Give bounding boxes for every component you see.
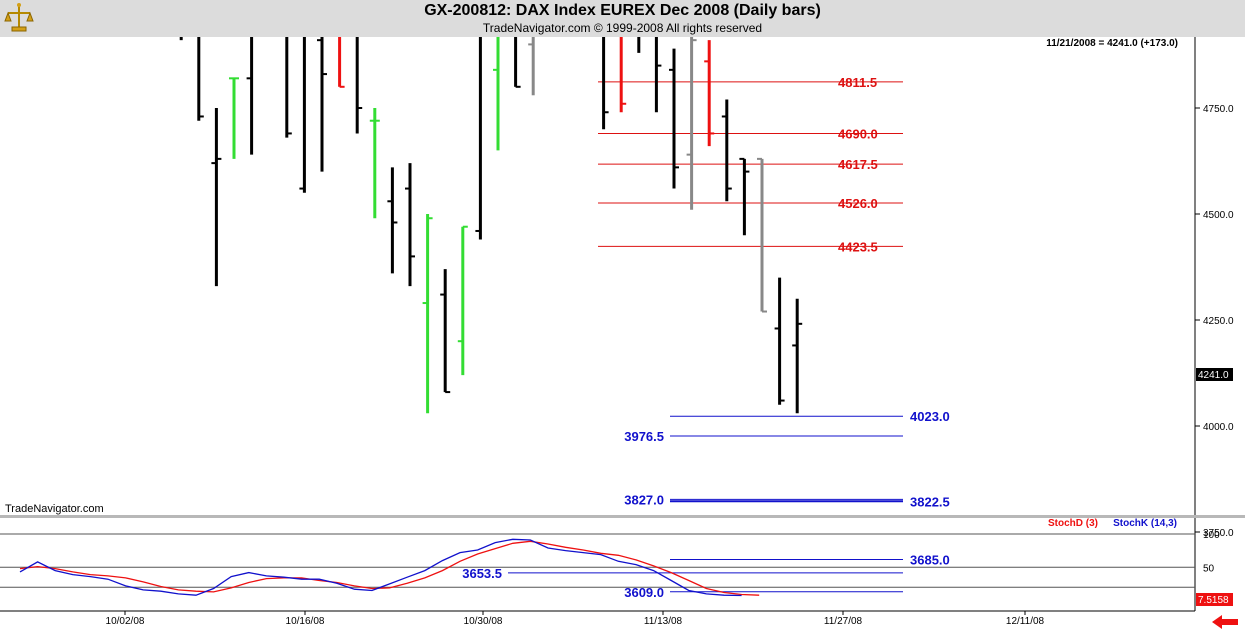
legend-stoch-k: StochK (14,3)	[1113, 518, 1177, 529]
ohlc-bar	[739, 157, 750, 236]
ohlc-bar	[602, 37, 609, 130]
stoch-last-tag-bg	[1196, 593, 1233, 606]
date-tick-label: 11/27/08	[824, 616, 863, 627]
ohlc-bar	[317, 37, 327, 172]
ohlc-bar	[299, 37, 306, 193]
title-bar: GX-200812: DAX Index EUREX Dec 2008 (Dai…	[0, 0, 1245, 38]
last-quote-readout: 11/21/2008 = 4241.0 (+173.0)	[1046, 38, 1178, 49]
ohlc-bar	[704, 40, 715, 147]
price-level-label: 3653.5	[462, 566, 502, 581]
stoch-tick-label: 100	[1203, 530, 1220, 541]
price-level-label: 3976.5	[624, 429, 664, 444]
ohlc-bar	[721, 99, 732, 202]
ohlc-bar	[338, 37, 345, 88]
ohlc-bar	[355, 37, 363, 134]
ohlc-bar	[637, 37, 641, 53]
date-tick-label: 10/30/08	[464, 616, 503, 627]
date-tick-label: 11/13/08	[644, 616, 683, 627]
stoch-last-tag: 7.5158	[1198, 595, 1229, 606]
chart-title: GX-200812: DAX Index EUREX Dec 2008 (Dai…	[424, 2, 821, 19]
stoch-series-line	[19, 540, 760, 596]
date-tick-label: 10/16/08	[286, 616, 325, 627]
last-price-tag-bg	[1196, 368, 1233, 381]
ohlc-bar	[285, 37, 292, 138]
date-axis: 10/02/08 10/16/08 10/30/08 11/13/08 11/27/08…	[106, 611, 1045, 627]
stoch-series	[19, 538, 760, 597]
ohlc-bar	[422, 214, 433, 414]
ohlc-bar	[528, 37, 535, 96]
ohlc-bar	[669, 48, 679, 189]
ohlc-bar	[475, 37, 482, 240]
price-tick-label: 4500.0	[1203, 210, 1234, 221]
price-level-label: 4617.5	[838, 157, 878, 172]
price-tick-label: 4750.0	[1203, 104, 1234, 115]
ohlc-bar	[774, 277, 785, 405]
chart-area[interactable]: 3750.04000.04250.04500.04750.05000.05250…	[0, 37, 1245, 631]
last-price-tag: 4241.0	[1198, 370, 1229, 381]
price-tick-label: 3750.0	[1203, 528, 1234, 539]
legend-stoch-d: StochD (3)	[1048, 518, 1098, 529]
ohlc-bar	[619, 37, 627, 113]
ohlc-bar	[654, 37, 662, 113]
ohlc-bar	[405, 163, 415, 287]
ohlc-bar	[757, 157, 767, 313]
panel-separator[interactable]	[0, 515, 1245, 518]
ohlc-bar	[211, 108, 222, 287]
price-level-label: 3685.0	[910, 553, 950, 568]
price-level-label: 3609.0	[624, 585, 664, 600]
price-level-label: 3822.5	[910, 494, 950, 509]
price-level-label: 4690.0	[838, 126, 878, 141]
copyright-notice: TradeNavigator.com © 1999-2008 All right…	[482, 21, 763, 35]
price-tick-label: 4000.0	[1203, 422, 1234, 433]
ohlc-bar	[369, 108, 380, 219]
price-level-label: 4526.0	[838, 196, 878, 211]
ohlc-bar	[457, 225, 468, 376]
date-tick-label: 12/11/08	[1006, 616, 1045, 627]
price-tick-label: 4250.0	[1203, 316, 1234, 327]
ohlc-bar	[686, 37, 697, 210]
ohlc-bar	[440, 269, 451, 394]
ohlc-bar	[514, 37, 521, 88]
stoch-axis: 50 100	[0, 530, 1220, 588]
trade-navigator-logo-icon	[2, 1, 36, 35]
price-level-label: 4811.5	[838, 75, 877, 90]
price-levels: 5007.04811.54690.04617.54526.04423.54023…	[462, 75, 950, 600]
ohlc-bar	[493, 37, 500, 151]
date-tick-label: 10/02/08	[106, 616, 145, 627]
price-bars	[179, 37, 803, 414]
scroll-right-arrow-icon[interactable]	[1212, 615, 1238, 629]
stoch-series-line	[19, 538, 742, 597]
ohlc-bar	[792, 298, 803, 414]
ohlc-bar	[229, 77, 239, 159]
ohlc-bar	[197, 37, 204, 121]
ohlc-bar	[387, 167, 398, 274]
price-level-label: 3827.0	[624, 492, 664, 507]
ohlc-bar	[179, 37, 183, 41]
price-axis: 3750.04000.04250.04500.04750.05000.05250…	[1195, 104, 1234, 539]
stoch-tick-label: 50	[1203, 563, 1215, 574]
ohlc-bar	[246, 37, 254, 155]
price-level-label: 4423.5	[838, 239, 878, 254]
price-level-label: 4023.0	[910, 409, 950, 424]
watermark: TradeNavigator.com	[5, 503, 104, 515]
